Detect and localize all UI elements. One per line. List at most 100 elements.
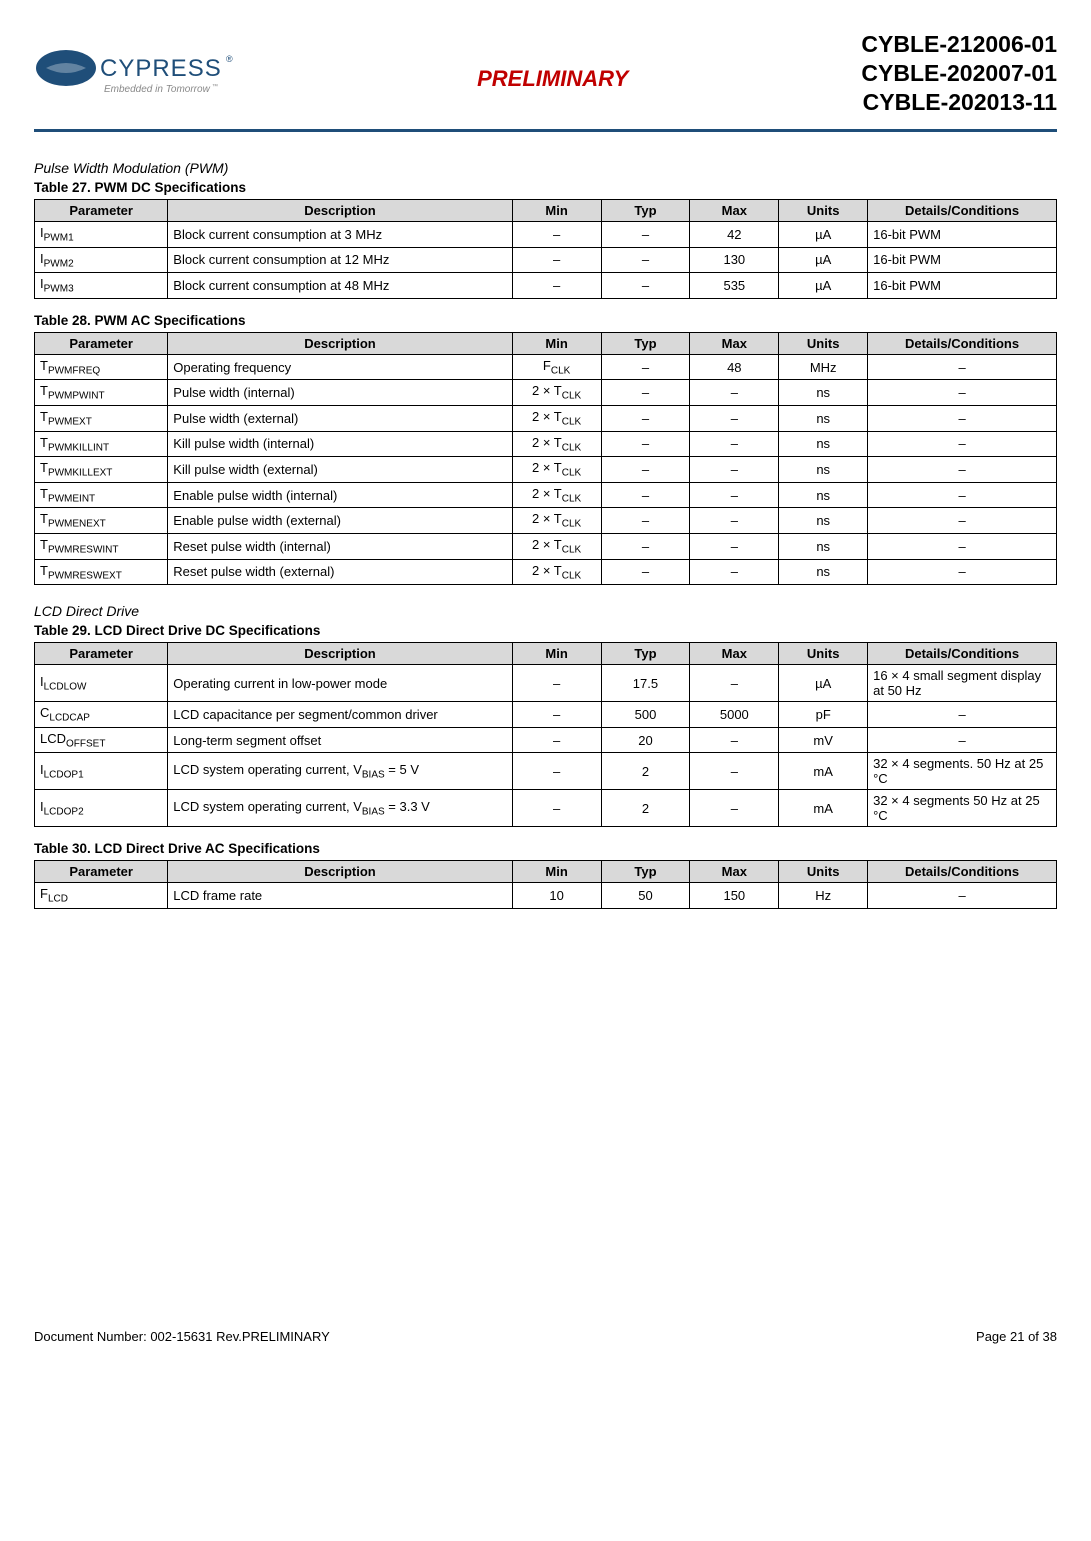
- cell-details: –: [868, 702, 1057, 728]
- table-row: FLCDLCD frame rate1050150Hz–: [35, 883, 1057, 909]
- cell-min: –: [512, 247, 601, 273]
- cell-typ: 500: [601, 702, 690, 728]
- table27-title: Table 27. PWM DC Specifications: [34, 180, 1057, 195]
- cell-param: TPWMFREQ: [35, 354, 168, 380]
- cell-desc: Block current consumption at 12 MHz: [168, 247, 512, 273]
- cell-desc: Long-term segment offset: [168, 727, 512, 753]
- cell-units: Hz: [779, 883, 868, 909]
- table-row: TPWMFREQOperating frequencyFCLK–48MHz–: [35, 354, 1057, 380]
- cell-desc: LCD system operating current, VBIAS = 3.…: [168, 790, 512, 827]
- table30-title: Table 30. LCD Direct Drive AC Specificat…: [34, 841, 1057, 856]
- cell-typ: –: [601, 533, 690, 559]
- cell-max: –: [690, 559, 779, 585]
- cell-max: 535: [690, 273, 779, 299]
- cell-min: FCLK: [512, 354, 601, 380]
- cell-min: 2 × TCLK: [512, 533, 601, 559]
- cell-units: mA: [779, 790, 868, 827]
- cell-details: –: [868, 457, 1057, 483]
- col-header: Details/Conditions: [868, 200, 1057, 222]
- cell-min: –: [512, 702, 601, 728]
- cell-typ: 50: [601, 883, 690, 909]
- col-header: Max: [690, 332, 779, 354]
- col-header: Parameter: [35, 861, 168, 883]
- cell-max: –: [690, 508, 779, 534]
- cell-param: TPWMKILLINT: [35, 431, 168, 457]
- table-row: TPWMKILLEXTKill pulse width (external)2 …: [35, 457, 1057, 483]
- table-header-row: Parameter Description Min Typ Max Units …: [35, 861, 1057, 883]
- cell-units: ns: [779, 508, 868, 534]
- table28: Parameter Description Min Typ Max Units …: [34, 332, 1057, 585]
- cell-min: –: [512, 753, 601, 790]
- cell-max: –: [690, 457, 779, 483]
- table-row: IPWM2Block current consumption at 12 MHz…: [35, 247, 1057, 273]
- cell-param: TPWMENEXT: [35, 508, 168, 534]
- cell-units: µA: [779, 273, 868, 299]
- cell-param: TPWMEXT: [35, 405, 168, 431]
- cell-units: ns: [779, 405, 868, 431]
- col-header: Details/Conditions: [868, 861, 1057, 883]
- footer-doc-number: Document Number: 002-15631 Rev.PRELIMINA…: [34, 1329, 330, 1344]
- table29: Parameter Description Min Typ Max Units …: [34, 642, 1057, 827]
- cell-details: 16 × 4 small segment display at 50 Hz: [868, 665, 1057, 702]
- cell-param: IPWM2: [35, 247, 168, 273]
- col-header: Units: [779, 332, 868, 354]
- col-header: Max: [690, 200, 779, 222]
- cell-details: –: [868, 533, 1057, 559]
- cell-min: 2 × TCLK: [512, 457, 601, 483]
- col-header: Description: [168, 861, 512, 883]
- cell-max: –: [690, 482, 779, 508]
- table-row: ILCDLOWOperating current in low-power mo…: [35, 665, 1057, 702]
- table-row: IPWM3Block current consumption at 48 MHz…: [35, 273, 1057, 299]
- svg-text:™: ™: [212, 83, 218, 90]
- section-title-lcd: LCD Direct Drive: [34, 603, 1057, 619]
- cell-param: ILCDLOW: [35, 665, 168, 702]
- table-row: TPWMPWINTPulse width (internal)2 × TCLK–…: [35, 380, 1057, 406]
- table-row: LCDOFFSETLong-term segment offset–20–mV–: [35, 727, 1057, 753]
- cell-max: 130: [690, 247, 779, 273]
- cell-units: ns: [779, 559, 868, 585]
- col-header: Min: [512, 861, 601, 883]
- cell-typ: 17.5: [601, 665, 690, 702]
- cell-param: CLCDCAP: [35, 702, 168, 728]
- table-header-row: Parameter Description Min Typ Max Units …: [35, 200, 1057, 222]
- col-header: Description: [168, 200, 512, 222]
- cell-min: 2 × TCLK: [512, 380, 601, 406]
- cell-param: TPWMEINT: [35, 482, 168, 508]
- table-row: TPWMRESWEXTReset pulse width (external)2…: [35, 559, 1057, 585]
- col-header: Typ: [601, 861, 690, 883]
- col-header: Min: [512, 332, 601, 354]
- col-header: Typ: [601, 643, 690, 665]
- col-header: Description: [168, 643, 512, 665]
- svg-text:Embedded in Tomorrow: Embedded in Tomorrow: [104, 84, 211, 95]
- cell-typ: –: [601, 559, 690, 585]
- cell-param: IPWM3: [35, 273, 168, 299]
- cell-details: –: [868, 431, 1057, 457]
- logo: CYPRESS ® Embedded in Tomorrow ™: [34, 30, 244, 123]
- cell-details: –: [868, 727, 1057, 753]
- cell-units: ns: [779, 533, 868, 559]
- cell-param: ILCDOP1: [35, 753, 168, 790]
- cell-desc: Pulse width (external): [168, 405, 512, 431]
- cell-typ: 2: [601, 790, 690, 827]
- preliminary-label: PRELIMINARY: [477, 30, 628, 92]
- cell-units: ns: [779, 431, 868, 457]
- table29-title: Table 29. LCD Direct Drive DC Specificat…: [34, 623, 1057, 638]
- cell-max: –: [690, 790, 779, 827]
- col-header: Parameter: [35, 200, 168, 222]
- col-header: Min: [512, 200, 601, 222]
- cell-typ: 2: [601, 753, 690, 790]
- cell-details: –: [868, 508, 1057, 534]
- col-header: Max: [690, 643, 779, 665]
- cell-units: MHz: [779, 354, 868, 380]
- cell-min: 2 × TCLK: [512, 482, 601, 508]
- col-header: Max: [690, 861, 779, 883]
- cell-typ: –: [601, 431, 690, 457]
- cypress-logo-icon: CYPRESS ® Embedded in Tomorrow ™: [34, 40, 234, 120]
- cell-units: µA: [779, 247, 868, 273]
- cell-typ: –: [601, 405, 690, 431]
- cell-param: ILCDOP2: [35, 790, 168, 827]
- table30: Parameter Description Min Typ Max Units …: [34, 860, 1057, 909]
- cell-units: µA: [779, 665, 868, 702]
- cell-min: 2 × TCLK: [512, 508, 601, 534]
- cell-details: –: [868, 405, 1057, 431]
